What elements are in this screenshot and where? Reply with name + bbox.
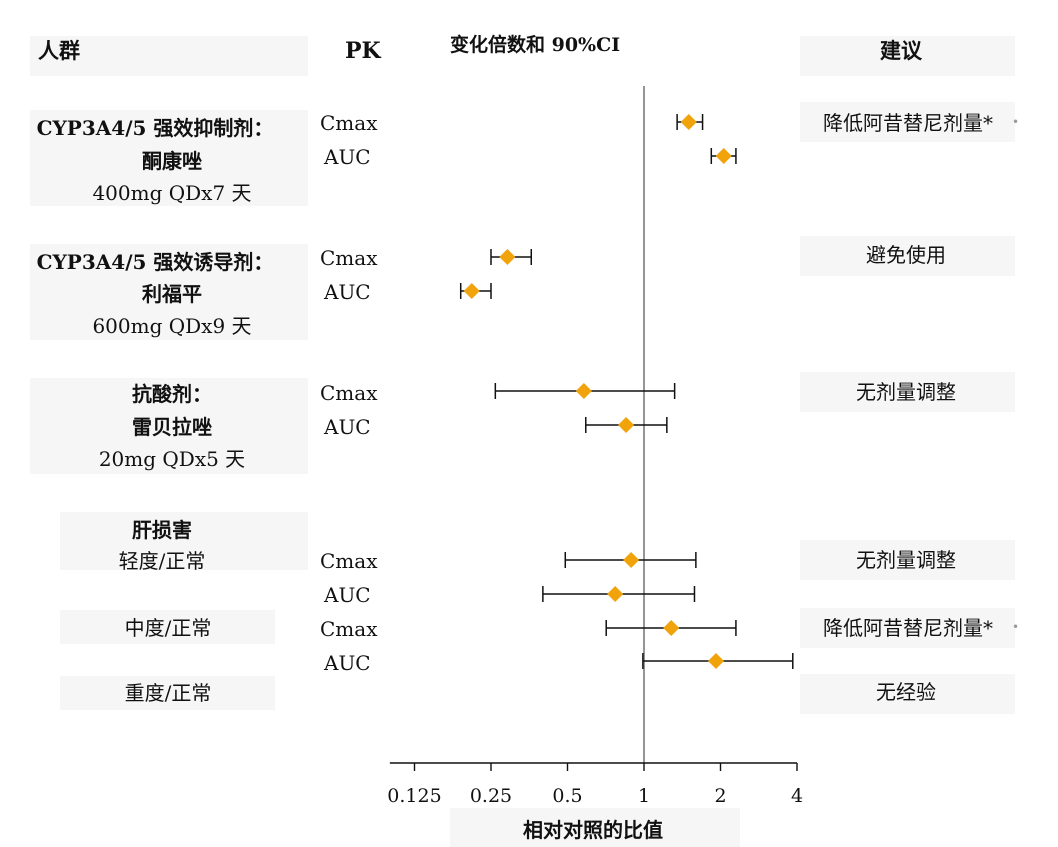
edge-mark: • (1012, 620, 1020, 634)
x-tick-label: 4 (791, 785, 803, 807)
pk-label: Cmax (320, 381, 378, 405)
group-1-line-2: 酮康唑 (142, 149, 202, 173)
pk-label: Cmax (320, 549, 378, 573)
group-1-line-3: 400mg QDx7 天 (92, 181, 252, 205)
x-axis-label: 相对对照的比值 (523, 818, 663, 842)
recommendation-4b: 降低阿昔替尼剂量* (823, 616, 993, 640)
estimate-marker (680, 114, 697, 130)
header-population: 人群 (38, 38, 80, 63)
group-3-line-2: 雷贝拉唑 (132, 415, 212, 439)
header-ratio: 变化倍数和 90%CI (450, 34, 621, 56)
recommendation-4a: 无剂量调整 (856, 548, 956, 572)
pk-label: AUC (324, 280, 371, 304)
pk-label: AUC (324, 583, 371, 607)
estimate-marker (707, 653, 724, 669)
header-pk: PK (345, 38, 381, 64)
group-4-line-2: 轻度/正常 (118, 549, 206, 573)
estimate-marker (499, 249, 516, 265)
pk-label: AUC (324, 415, 371, 439)
group-1-line-1: CYP3A4/5 强效抑制剂： (36, 116, 274, 140)
recommendation-4c: 无经验 (876, 680, 936, 704)
estimate-marker (623, 552, 640, 568)
estimate-marker (575, 383, 592, 399)
estimate-marker (618, 417, 635, 433)
pk-label: Cmax (320, 617, 378, 641)
edge-mark: • (1012, 115, 1020, 129)
group-3-line-3: 20mg QDx5 天 (98, 447, 246, 471)
header-recommendation: 建议 (880, 38, 922, 63)
group-2-line-2: 利福平 (142, 282, 202, 306)
estimate-marker (715, 148, 732, 164)
estimate-marker (607, 586, 624, 602)
group-4-line-4: 重度/正常 (124, 681, 212, 705)
pk-label: AUC (324, 651, 371, 675)
estimate-marker (663, 620, 680, 636)
recommendation-2: 避免使用 (866, 243, 946, 267)
group-4-line-1: 肝损害 (132, 518, 192, 542)
x-tick-label: 0.25 (470, 785, 512, 807)
recommendation-3: 无剂量调整 (856, 380, 956, 404)
x-tick-label: 1 (638, 785, 650, 807)
pk-label: Cmax (320, 246, 378, 270)
recommendation-1: 降低阿昔替尼剂量* (823, 111, 993, 135)
group-2-line-1: CYP3A4/5 强效诱导剂： (36, 250, 274, 274)
pk-label: AUC (324, 145, 371, 169)
group-4-line-3: 中度/正常 (124, 616, 212, 640)
group-3-line-1: 抗酸剂： (132, 382, 212, 406)
x-tick-label: 2 (714, 785, 726, 807)
x-tick-label: 0.125 (387, 785, 441, 807)
group-2-line-3: 600mg QDx9 天 (92, 314, 252, 338)
estimate-marker (463, 283, 480, 299)
x-tick-label: 0.5 (552, 785, 582, 807)
pk-label: Cmax (320, 111, 378, 135)
